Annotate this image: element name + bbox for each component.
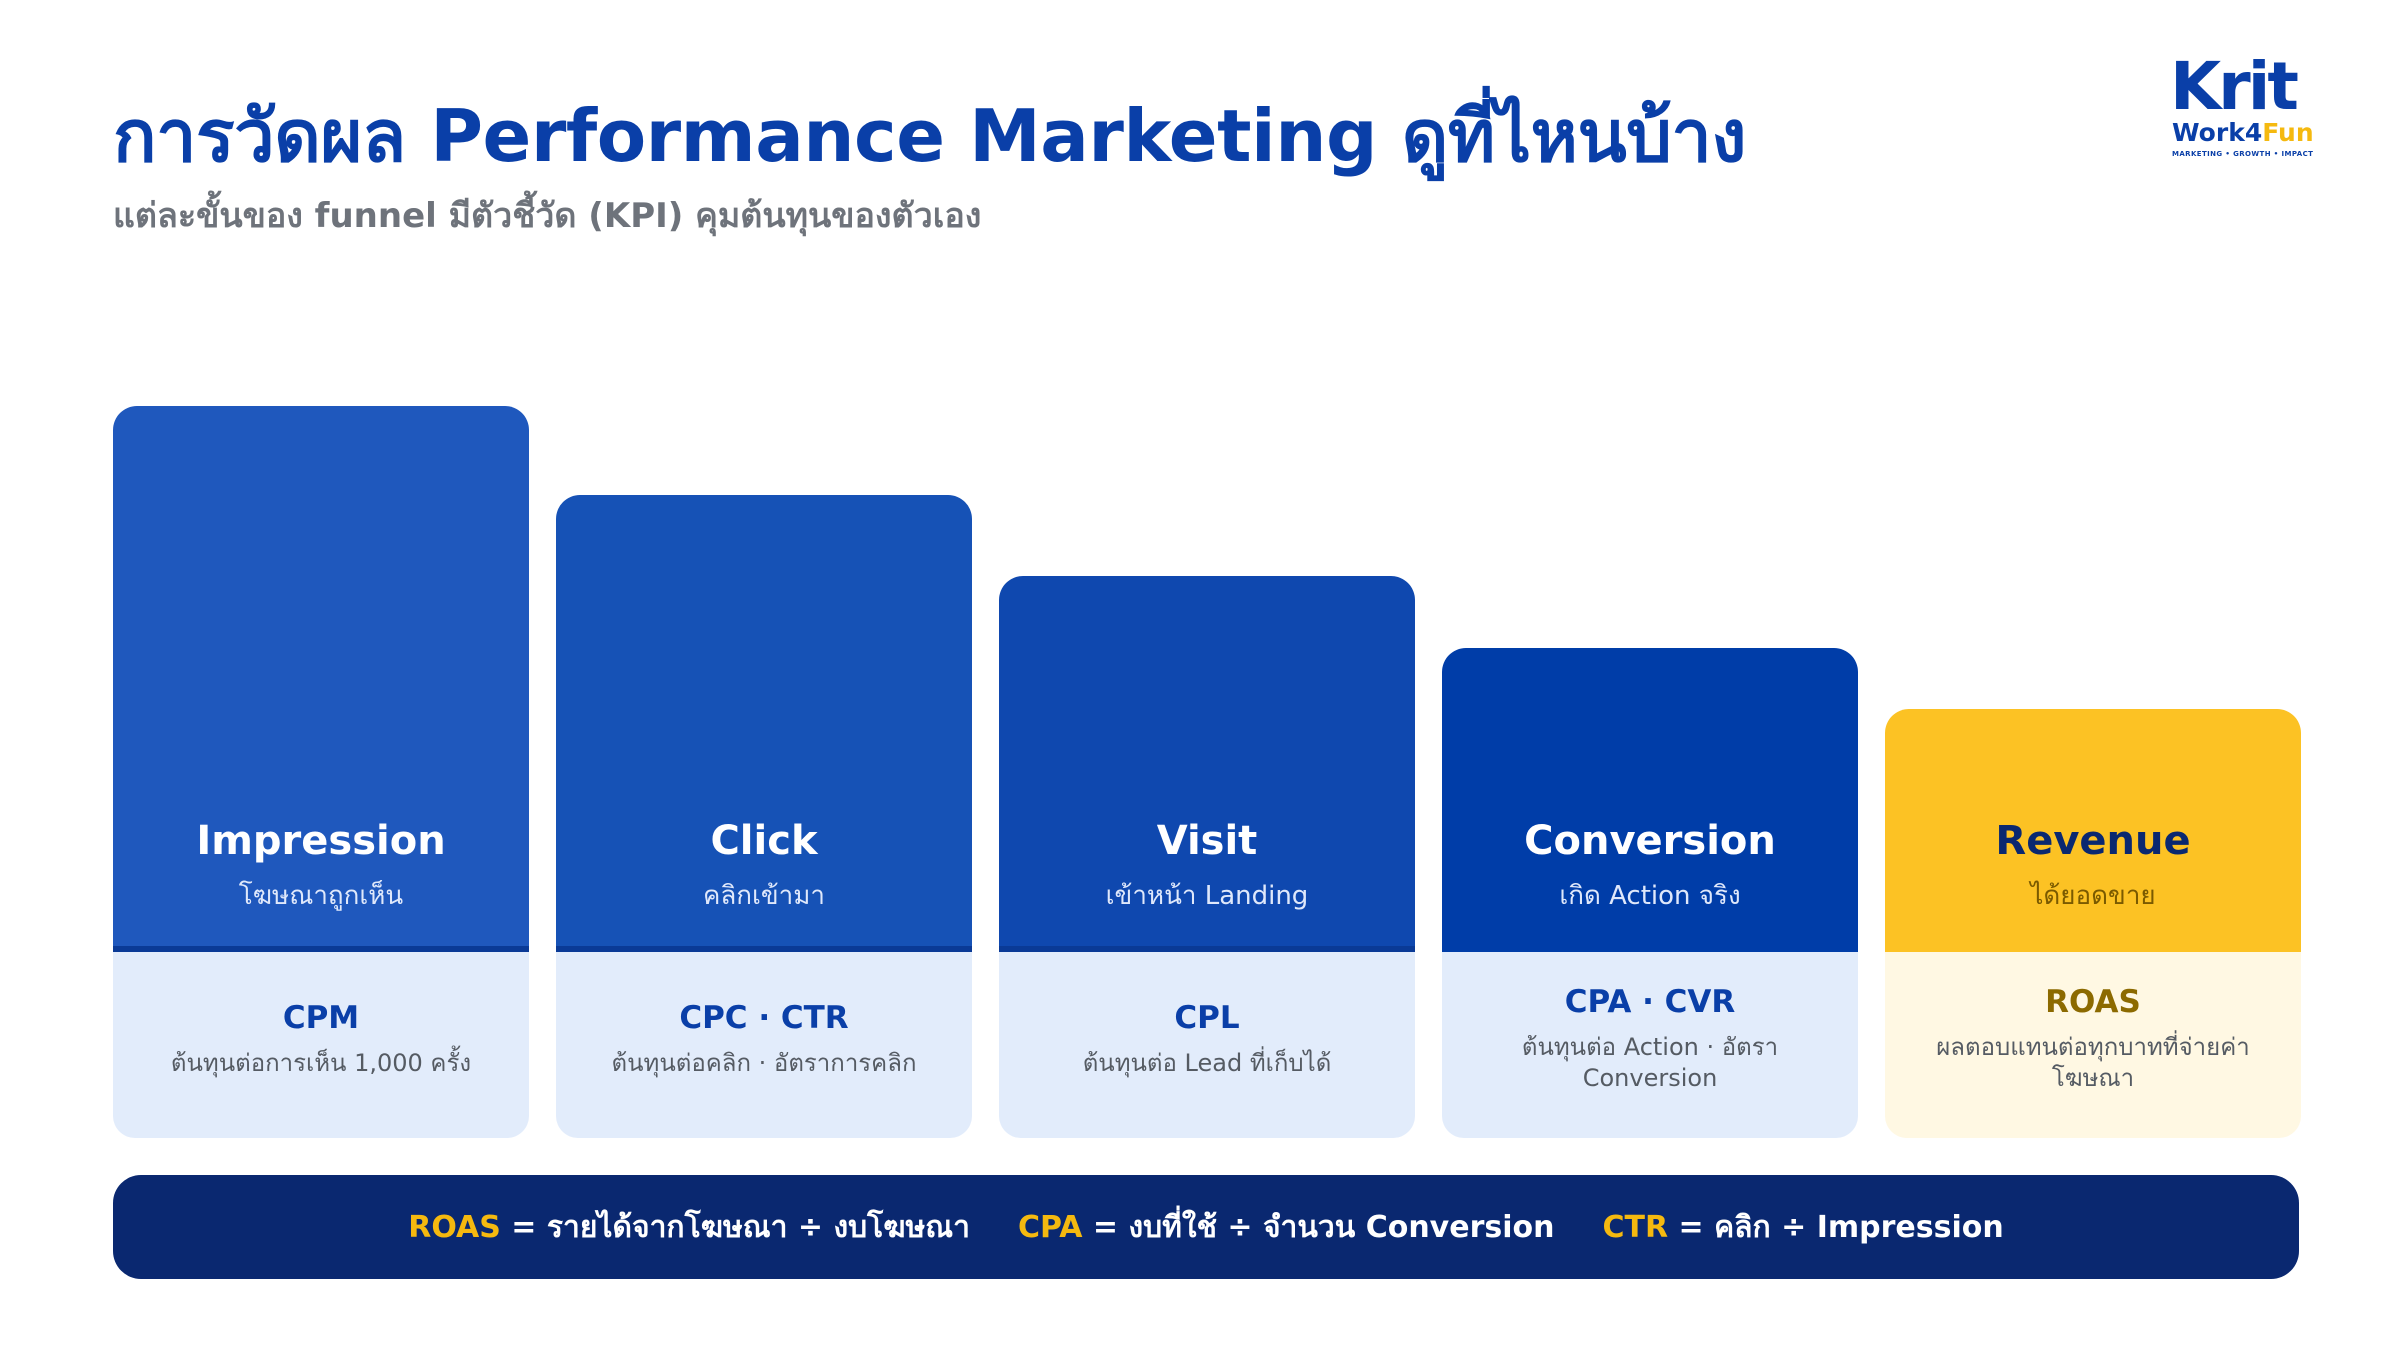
stage-divider [1885,946,2301,952]
stage-click [556,495,972,946]
logo-subline: Work4Fun [2172,120,2314,145]
kpi-box-cpl: CPL ต้นทุนต่อ Lead ที่เก็บได้ [999,952,1415,1138]
page-title: การวัดผล Performance Marketing ดูที่ไหนบ… [113,94,1747,178]
logo-work4: Work4 [2172,118,2263,147]
page-subtitle: แต่ละขั้นของ funnel มีตัวชี้วัด (KPI) คุ… [113,196,982,236]
formula-ctr: CTR = คลิก ÷ Impression [1602,1204,2003,1251]
stage-divider [556,946,972,952]
kpi-box-cpa-cvr: CPA · CVR ต้นทุนต่อ Action · อัตรา Conve… [1442,952,1858,1138]
formula-bar: ROAS = รายได้จากโฆษณา ÷ งบโฆษณา CPA = งบ… [113,1175,2299,1279]
stage-name: Impression [196,818,446,864]
kpi-name: CPM [282,1000,360,1036]
stage-divider [113,946,529,952]
kpi-name: ROAS [2045,984,2141,1020]
kpi-desc: ต้นทุนต่อการเห็น 1,000 ครั้ง [170,1049,472,1077]
stage-desc: ได้ยอดขาย [2030,881,2156,911]
formula-expression: = คลิก ÷ Impression [1668,1209,2004,1245]
stage-desc: เกิด Action จริง [1559,881,1741,911]
stage-name: Visit [1156,818,1258,864]
kpi-box-cpc-ctr: CPC · CTR ต้นทุนต่อคลิก · อัตราการคลิก [556,952,972,1138]
kpi-desc: ต้นทุนต่อ Lead ที่เก็บได้ [1082,1049,1332,1077]
logo-wordmark: Krit [2170,48,2299,125]
kpi-name: CPC · CTR [679,1000,849,1036]
kpi-name: CPL [1174,1000,1240,1036]
stage-conversion [1442,648,1858,946]
kpi-desc: ต้นทุนต่อคลิก · อัตราการคลิก [611,1049,917,1077]
formula-term: CTR [1602,1209,1669,1245]
krit-logo: Krit Work4Fun MARKETING • GROWTH • IMPAC… [2170,54,2320,162]
stage-desc: เข้าหน้า Landing [1105,881,1309,911]
stage-visit [999,576,1415,946]
logo-fun: Fun [2262,118,2314,147]
kpi-name: CPA · CVR [1564,984,1736,1020]
formula-term: CPA [1017,1209,1083,1245]
stage-desc: คลิกเข้ามา [702,881,826,911]
stage-name: Click [710,818,818,864]
stage-name: Conversion [1524,818,1776,864]
formula-cpa: CPA = งบที่ใช้ ÷ จำนวน Conversion [1018,1204,1555,1251]
stage-name: Revenue [1995,818,2191,864]
stage-revenue [1885,709,2301,946]
stage-divider [1442,946,1858,952]
stage-impression [113,406,529,946]
formula-expression: = งบที่ใช้ ÷ จำนวน Conversion [1082,1209,1555,1245]
stage-divider [999,946,1415,952]
formula-roas: ROAS = รายได้จากโฆษณา ÷ งบโฆษณา [408,1204,970,1251]
formula-term: ROAS [408,1209,501,1245]
kpi-box-roas: ROAS ผลตอบแทนต่อทุกบาทที่จ่ายค่าโฆษณา [1885,952,2301,1138]
kpi-desc: ต้นทุนต่อ Action · อัตรา Conversion [1521,1033,1779,1092]
formula-expression: = รายได้จากโฆษณา ÷ งบโฆษณา [500,1209,970,1245]
stage-desc: โฆษณาถูกเห็น [238,881,404,911]
kpi-desc: ผลตอบแทนต่อทุกบาทที่จ่ายค่าโฆษณา [1936,1033,2250,1092]
kpi-box-cpm: CPM ต้นทุนต่อการเห็น 1,000 ครั้ง [113,952,529,1138]
logo-tagline: MARKETING • GROWTH • IMPACT [2172,150,2314,158]
